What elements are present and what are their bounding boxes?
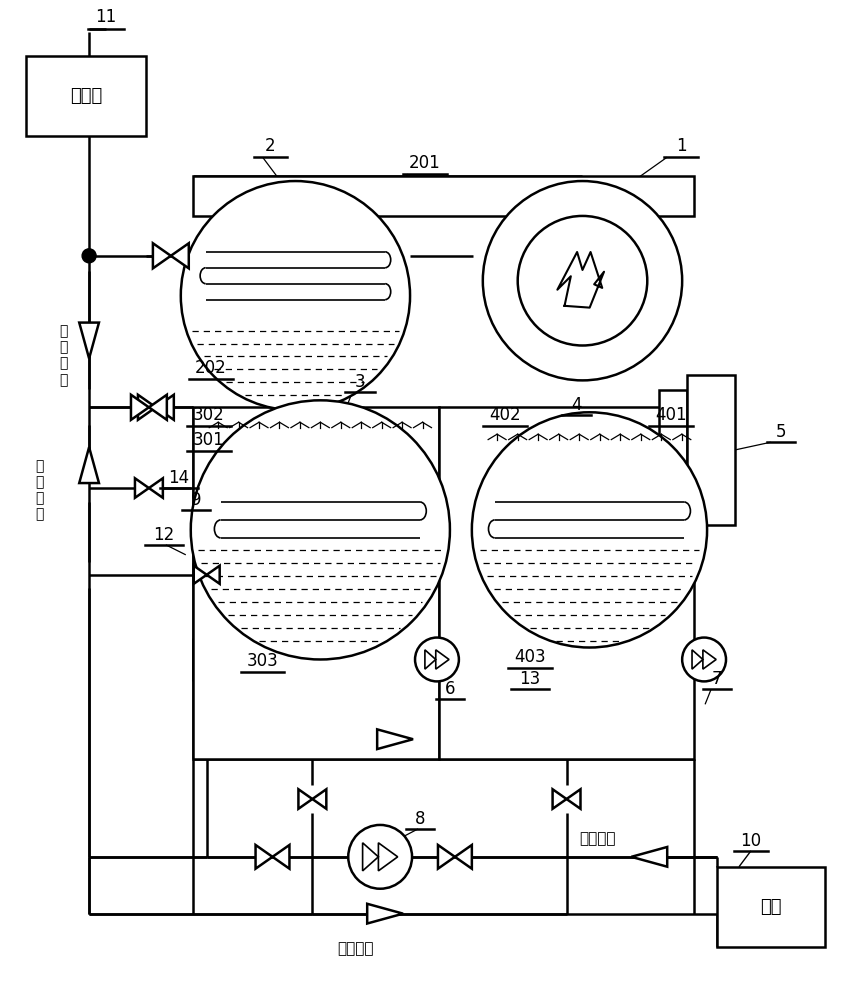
Text: 6: 6 [445, 680, 455, 698]
Text: 201: 201 [409, 154, 440, 172]
Text: 热
网
供
水: 热 网 供 水 [35, 459, 43, 521]
Text: 12: 12 [153, 526, 175, 544]
Circle shape [518, 216, 648, 346]
Polygon shape [367, 904, 403, 924]
Polygon shape [156, 395, 174, 420]
Text: 9: 9 [191, 491, 201, 509]
Text: 202: 202 [195, 359, 227, 377]
Circle shape [348, 825, 412, 889]
Polygon shape [298, 789, 313, 809]
Bar [26, 56, 146, 136]
Polygon shape [153, 243, 171, 268]
Text: 热源站: 热源站 [70, 87, 102, 105]
Polygon shape [273, 845, 290, 869]
Polygon shape [171, 243, 189, 268]
Text: 热网回水: 热网回水 [579, 831, 616, 846]
Polygon shape [256, 845, 273, 869]
Polygon shape [138, 395, 156, 420]
Polygon shape [193, 566, 207, 584]
Text: 11: 11 [95, 8, 117, 26]
Text: 403: 403 [514, 648, 545, 666]
Polygon shape [131, 395, 149, 420]
Text: 8: 8 [415, 810, 425, 828]
Text: 13: 13 [519, 670, 540, 688]
Polygon shape [79, 447, 99, 483]
Text: 301: 301 [193, 431, 225, 449]
Polygon shape [79, 323, 99, 358]
Text: 热
网
回
水: 热 网 回 水 [59, 324, 67, 387]
Text: 401: 401 [655, 406, 687, 424]
Polygon shape [631, 847, 667, 867]
Circle shape [472, 412, 707, 648]
Circle shape [682, 638, 726, 681]
Text: 5: 5 [775, 423, 786, 441]
Polygon shape [438, 845, 455, 869]
Polygon shape [553, 789, 567, 809]
Text: 10: 10 [740, 832, 762, 850]
Polygon shape [313, 789, 326, 809]
Text: 2: 2 [265, 137, 276, 155]
Polygon shape [567, 789, 580, 809]
Text: 4: 4 [571, 396, 582, 414]
Polygon shape [207, 566, 220, 584]
Text: 302: 302 [193, 406, 225, 424]
Circle shape [415, 638, 459, 681]
Polygon shape [149, 478, 163, 498]
Text: 14: 14 [168, 469, 189, 487]
Bar [717, 867, 825, 947]
Polygon shape [455, 845, 472, 869]
Circle shape [191, 400, 450, 659]
Bar [659, 390, 688, 510]
Circle shape [181, 181, 410, 410]
Text: 3: 3 [355, 373, 366, 391]
Text: 用户: 用户 [760, 898, 781, 916]
Polygon shape [135, 478, 149, 498]
Circle shape [82, 249, 96, 263]
Bar [688, 375, 735, 525]
Text: 303: 303 [247, 652, 279, 670]
Polygon shape [149, 395, 167, 420]
Bar [193, 407, 439, 759]
Text: 1: 1 [676, 137, 687, 155]
Polygon shape [377, 729, 413, 749]
Text: 7: 7 [711, 670, 722, 688]
Bar [439, 407, 694, 759]
Circle shape [483, 181, 682, 380]
Bar [193, 176, 694, 216]
Text: 402: 402 [489, 406, 521, 424]
Text: 热网供水: 热网供水 [337, 941, 373, 956]
